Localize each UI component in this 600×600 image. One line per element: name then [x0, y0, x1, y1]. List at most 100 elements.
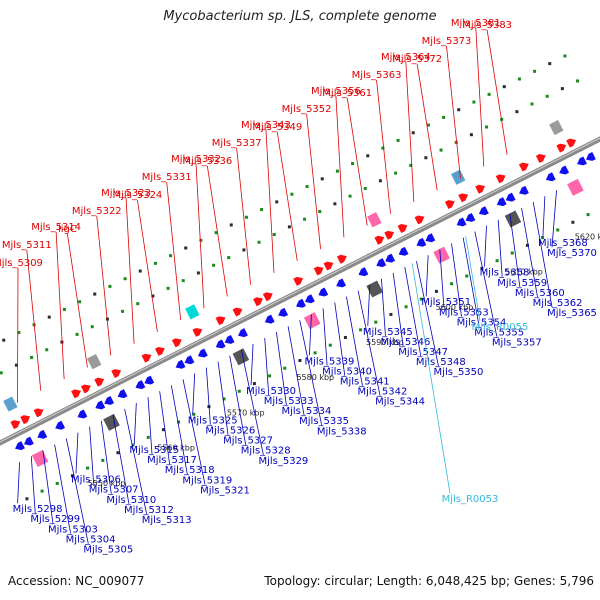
- bottom-gene-label: Mjls_5351: [421, 297, 471, 308]
- tick-mark: [320, 177, 324, 181]
- forward-gene-arrow-shape: [323, 261, 334, 271]
- reverse-gene-arrow: [385, 253, 396, 263]
- tick-mark: [359, 328, 363, 332]
- tick-mark: [151, 294, 155, 298]
- bottom-gene-label: Mjls_5315: [129, 445, 179, 456]
- top-gene-label: Mjls_5356: [311, 86, 361, 97]
- reverse-gene-arrow-shape: [304, 294, 315, 304]
- gene-leader-line: [159, 391, 171, 465]
- protein-feature-box-shape: [3, 396, 18, 412]
- tick-mark: [450, 282, 454, 286]
- tick-mark: [40, 489, 44, 493]
- tick-mark: [517, 77, 521, 81]
- reverse-gene-arrow: [545, 172, 556, 182]
- tick-mark: [55, 481, 59, 485]
- forward-gene-arrow-shape: [171, 338, 182, 348]
- reverse-gene-arrow: [336, 278, 347, 288]
- bottom-gene-label: Mjls_5304: [66, 534, 116, 545]
- tick-mark: [545, 94, 549, 98]
- tick-mark: [153, 261, 157, 265]
- gene-leader-line: [236, 147, 252, 285]
- reverse-gene-arrow-shape: [376, 258, 387, 268]
- tick-mark: [116, 451, 120, 455]
- reverse-gene-arrow-shape: [197, 348, 208, 358]
- reverse-gene-arrow-shape: [55, 420, 66, 430]
- tick-mark: [556, 228, 560, 232]
- bottom-gene-label: Mjls_5347: [398, 347, 448, 358]
- forward-gene-arrow: [232, 307, 243, 317]
- tick-mark: [298, 359, 302, 363]
- bottom-gene-label: Mjls_5334: [281, 406, 331, 417]
- gene-leader-line: [217, 361, 229, 435]
- kbp-tick-label: 5600 kbp: [436, 303, 474, 312]
- kbp-tick-label: 5550 kbp: [88, 479, 126, 488]
- bottom-gene-label: Mjls_5305: [83, 545, 133, 556]
- forward-gene-arrow: [154, 346, 165, 356]
- reverse-gene-arrow-shape: [215, 339, 226, 349]
- reverse-gene-arrow-shape: [336, 278, 347, 288]
- tick-mark: [419, 297, 423, 301]
- forward-gene-arrow-shape: [253, 297, 263, 307]
- top-gene-label: Mjls_5349: [252, 122, 302, 133]
- protein-feature-box: [549, 119, 564, 136]
- gene-leader-line: [182, 379, 206, 485]
- gene-leader-line: [451, 243, 462, 317]
- gene-leader-line: [264, 337, 270, 396]
- gene-leader-line: [357, 290, 381, 396]
- reverse-gene-arrow: [425, 233, 436, 243]
- tick-mark: [242, 248, 246, 252]
- bottom-gene-label: Mjls_5313: [142, 515, 192, 526]
- reverse-gene-arrow: [135, 380, 146, 390]
- bottom-gene-label: Mjls_5345: [363, 327, 413, 338]
- reverse-gene-arrow-shape: [104, 395, 115, 405]
- tick-mark: [378, 179, 382, 183]
- kbp-tick-label: 5560 kbp: [157, 444, 195, 453]
- protein-feature-box-shape: [103, 413, 120, 431]
- gene-leader-line: [405, 61, 415, 202]
- forward-gene-arrow-shape: [495, 174, 506, 184]
- gene-leader-line: [446, 45, 461, 179]
- reverse-gene-arrow-shape: [496, 197, 507, 207]
- forward-gene-arrow-shape: [397, 224, 408, 234]
- tick-mark: [426, 123, 430, 127]
- tick-mark: [530, 102, 534, 106]
- tick-mark: [90, 325, 94, 329]
- gene-leader-line: [55, 231, 65, 380]
- tick-mark: [465, 274, 469, 278]
- top-gene-label: Mjls_5383: [462, 20, 512, 31]
- gene-leader-line: [275, 332, 287, 406]
- bottom-gene-label: Mjls_5327: [223, 436, 273, 447]
- reverse-gene-arrow-shape: [238, 328, 248, 338]
- tick-mark: [409, 163, 413, 167]
- protein-feature-box: [504, 210, 522, 228]
- gene-leader-line: [287, 326, 305, 416]
- tick-mark: [469, 133, 473, 137]
- forward-gene-arrow: [293, 276, 304, 286]
- forward-gene-arrow-shape: [566, 138, 577, 148]
- reverse-gene-arrow: [104, 395, 115, 405]
- tick-mark: [75, 332, 79, 336]
- tick-mark: [121, 309, 125, 313]
- top-gene-label: Mjls_5337: [212, 138, 262, 149]
- forward-gene-arrow: [414, 215, 425, 225]
- tick-mark: [533, 69, 537, 73]
- tick-mark: [161, 428, 165, 432]
- tick-mark: [101, 458, 105, 462]
- tick-mark: [363, 186, 367, 190]
- reverse-gene-arrow: [478, 206, 489, 216]
- gene-leader-line: [532, 201, 553, 308]
- gene-leader-line: [521, 207, 538, 298]
- forward-gene-arrow: [253, 297, 263, 307]
- reverse-gene-arrow: [496, 197, 507, 207]
- tick-mark: [457, 108, 461, 112]
- tick-mark: [495, 259, 499, 263]
- protein-feature-box: [3, 396, 18, 412]
- protein-feature-box: [103, 413, 120, 431]
- forward-gene-arrow: [20, 415, 31, 425]
- tick-mark: [366, 154, 370, 158]
- bottom-gene-label: Mjls_5317: [147, 455, 197, 466]
- gene-leader-line: [125, 197, 135, 344]
- gene-leader-line: [425, 255, 429, 297]
- reverse-gene-arrow: [519, 185, 529, 195]
- reverse-gene-arrow-shape: [278, 307, 289, 317]
